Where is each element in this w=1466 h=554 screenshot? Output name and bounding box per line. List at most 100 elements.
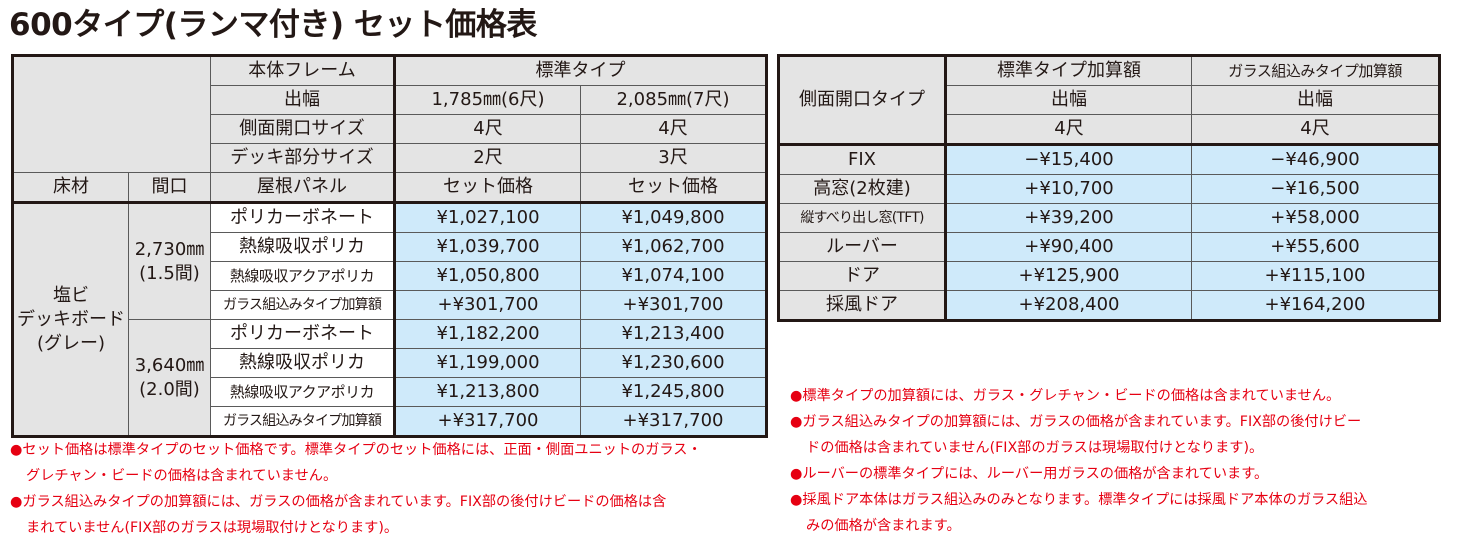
- table-row: FIX −¥15,400 −¥46,900: [778, 144, 1440, 175]
- width-value: 4尺: [1191, 114, 1440, 146]
- panel-name: 熱線吸収ポリカ: [210, 348, 396, 378]
- frontage-label: 間口: [128, 172, 211, 204]
- note-line: みの価格が含まれます。: [806, 518, 961, 534]
- addon-value: +¥10,700: [945, 174, 1192, 204]
- left-notes: ●セット価格は標準タイプのセット価格です。標準タイプのセット価格には、正面・側面…: [10, 437, 702, 541]
- note-line: ●ルーバーの標準タイプには、ルーバー用ガラスの価格が含まれています。: [790, 466, 1269, 482]
- price-cell: ¥1,027,100: [394, 202, 581, 233]
- width-label: 出幅: [945, 85, 1192, 115]
- addon-value: +¥90,400: [945, 232, 1192, 262]
- panel-name: ポリカーボネート: [210, 202, 396, 233]
- floor-material-cell: 塩ビ デッキボード (グレー): [12, 202, 129, 437]
- table-row: 高窓(2枚建) +¥10,700 −¥16,500: [778, 174, 1440, 204]
- table-row: 熱線吸収ポリカ ¥1,039,700 ¥1,062,700: [13, 232, 767, 262]
- page-title: 600タイプ(ランマ付き) セット価格表: [9, 7, 537, 43]
- frontage-cell: 3,640㎜ (2.0間): [128, 319, 211, 437]
- addon-value: +¥125,900: [945, 261, 1192, 291]
- addon-value: +¥55,600: [1191, 232, 1440, 262]
- panel-name: ポリカーボネート: [210, 319, 396, 349]
- table-row: ガラス組込みタイプ加算額 +¥301,700 +¥301,700: [13, 290, 767, 320]
- opening-type: FIX: [778, 144, 947, 175]
- note-line: ●ガラス組込みタイプの加算額には、ガラスの価格が含まれています。FIX部の後付け…: [790, 414, 1362, 430]
- deck-value: 3尺: [580, 143, 767, 173]
- deck-value: 2尺: [394, 143, 581, 173]
- floor-label: 床材: [12, 172, 129, 204]
- table-row: ガラス組込みタイプ加算額 +¥317,700 +¥317,700: [13, 406, 767, 437]
- frame-value: 標準タイプ: [394, 55, 767, 86]
- width-value: 2,085㎜(7尺): [580, 85, 767, 115]
- panel-name: 熱線吸収アクアポリカ: [210, 377, 396, 407]
- width-label: 出幅: [1191, 85, 1440, 115]
- width-value: 1,785㎜(6尺): [394, 85, 581, 115]
- table-row: ルーバー +¥90,400 +¥55,600: [778, 232, 1440, 262]
- addon-value: −¥16,500: [1191, 174, 1440, 204]
- column-header: 標準タイプ加算額: [945, 55, 1192, 86]
- side-opening-value: 4尺: [394, 114, 581, 144]
- header-blank-cell: [12, 55, 211, 173]
- panel-name: ガラス組込みタイプ加算額: [210, 406, 396, 437]
- table-row: 熱線吸収ポリカ ¥1,199,000 ¥1,230,600: [13, 348, 767, 378]
- set-price-table: 本体フレーム 標準タイプ 出幅 1,785㎜(6尺) 2,085㎜(7尺) 側面…: [11, 54, 768, 438]
- addon-value: +¥208,400: [945, 290, 1192, 321]
- side-opening-value: 4尺: [580, 114, 767, 144]
- price-cell: +¥301,700: [580, 290, 767, 320]
- note-line: ドの価格は含まれていません(FIX部のガラスは現場取付けとなります)。: [806, 440, 1264, 456]
- frontage-line: 3,640㎜: [134, 354, 205, 376]
- opening-type: 採風ドア: [778, 290, 947, 321]
- note-line: グレチャン・ビードの価格は含まれていません。: [26, 468, 338, 484]
- price-cell: ¥1,213,800: [394, 377, 581, 407]
- floor-material-line: 塩ビ: [53, 284, 89, 306]
- floor-material-line: デッキボード: [17, 308, 125, 330]
- panel-name: 熱線吸収ポリカ: [210, 232, 396, 262]
- price-cell: +¥317,700: [580, 406, 767, 437]
- addon-value: +¥164,200: [1191, 290, 1440, 321]
- frontage-line: (1.5間): [139, 262, 200, 284]
- frontage-line: 2,730㎜: [134, 238, 205, 260]
- side-opening-addon-table: 側面開口タイプ 標準タイプ加算額 ガラス組込みタイプ加算額 出幅 出幅 4尺 4…: [777, 54, 1441, 322]
- addon-value: +¥58,000: [1191, 203, 1440, 233]
- frontage-cell: 2,730㎜ (1.5間): [128, 202, 211, 320]
- type-label: 側面開口タイプ: [778, 55, 947, 146]
- price-cell: ¥1,245,800: [580, 377, 767, 407]
- opening-type: ドア: [778, 261, 947, 291]
- note-line: ●ガラス組込みタイプの加算額には、ガラスの価格が含まれています。FIX部の後付け…: [10, 494, 667, 510]
- width-value: 4尺: [945, 114, 1192, 146]
- price-cell: ¥1,230,600: [580, 348, 767, 378]
- panel-name: ガラス組込みタイプ加算額: [210, 290, 396, 320]
- table-row: 熱線吸収アクアポリカ ¥1,050,800 ¥1,074,100: [13, 261, 767, 291]
- opening-type: 縦すべり出し窓(TFT): [778, 203, 947, 233]
- price-cell: ¥1,199,000: [394, 348, 581, 378]
- opening-type: 高窓(2枚建): [778, 174, 947, 204]
- price-cell: ¥1,039,700: [394, 232, 581, 262]
- table-row: ドア +¥125,900 +¥115,100: [778, 261, 1440, 291]
- column-header: ガラス組込みタイプ加算額: [1191, 55, 1440, 86]
- frame-label: 本体フレーム: [210, 55, 396, 86]
- price-cell: +¥301,700: [394, 290, 581, 320]
- price-cell: ¥1,049,800: [580, 202, 767, 233]
- price-cell: +¥317,700: [394, 406, 581, 437]
- note-line: まれていません(FIX部のガラスは現場取付けとなります)。: [26, 520, 399, 536]
- table-row: 塩ビ デッキボード (グレー) 2,730㎜ (1.5間) ポリカーボネート ¥…: [12, 202, 767, 437]
- table-row: 採風ドア +¥208,400 +¥164,200: [778, 290, 1440, 321]
- frontage-line: (2.0間): [139, 378, 200, 400]
- note-line: ●採風ドア本体はガラス組込みのみとなります。標準タイプには採風ドア本体のガラス組…: [790, 492, 1368, 508]
- roof-label: 屋根パネル: [210, 172, 396, 204]
- price-cell: ¥1,182,200: [394, 319, 581, 349]
- note-line: ●セット価格は標準タイプのセット価格です。標準タイプのセット価格には、正面・側面…: [10, 442, 702, 458]
- table-row: 3,640㎜ (2.0間) ポリカーボネート ¥1,182,200 ¥1,213…: [13, 319, 767, 437]
- table-row: 熱線吸収アクアポリカ ¥1,213,800 ¥1,245,800: [13, 377, 767, 407]
- opening-type: ルーバー: [778, 232, 947, 262]
- table-row: 縦すべり出し窓(TFT) +¥39,200 +¥58,000: [778, 203, 1440, 233]
- addon-value: −¥46,900: [1191, 144, 1440, 175]
- addon-value: −¥15,400: [945, 144, 1192, 175]
- right-notes: ●標準タイプの加算額には、ガラス・グレチャン・ビードの価格は含まれていません。 …: [790, 383, 1367, 539]
- note-line: ●標準タイプの加算額には、ガラス・グレチャン・ビードの価格は含まれていません。: [790, 388, 1341, 404]
- width-label: 出幅: [210, 85, 396, 115]
- price-cell: ¥1,213,400: [580, 319, 767, 349]
- price-cell: ¥1,050,800: [394, 261, 581, 291]
- panel-name: 熱線吸収アクアポリカ: [210, 261, 396, 291]
- price-cell: ¥1,062,700: [580, 232, 767, 262]
- addon-value: +¥39,200: [945, 203, 1192, 233]
- price-cell: ¥1,074,100: [580, 261, 767, 291]
- side-opening-label: 側面開口サイズ: [210, 114, 396, 144]
